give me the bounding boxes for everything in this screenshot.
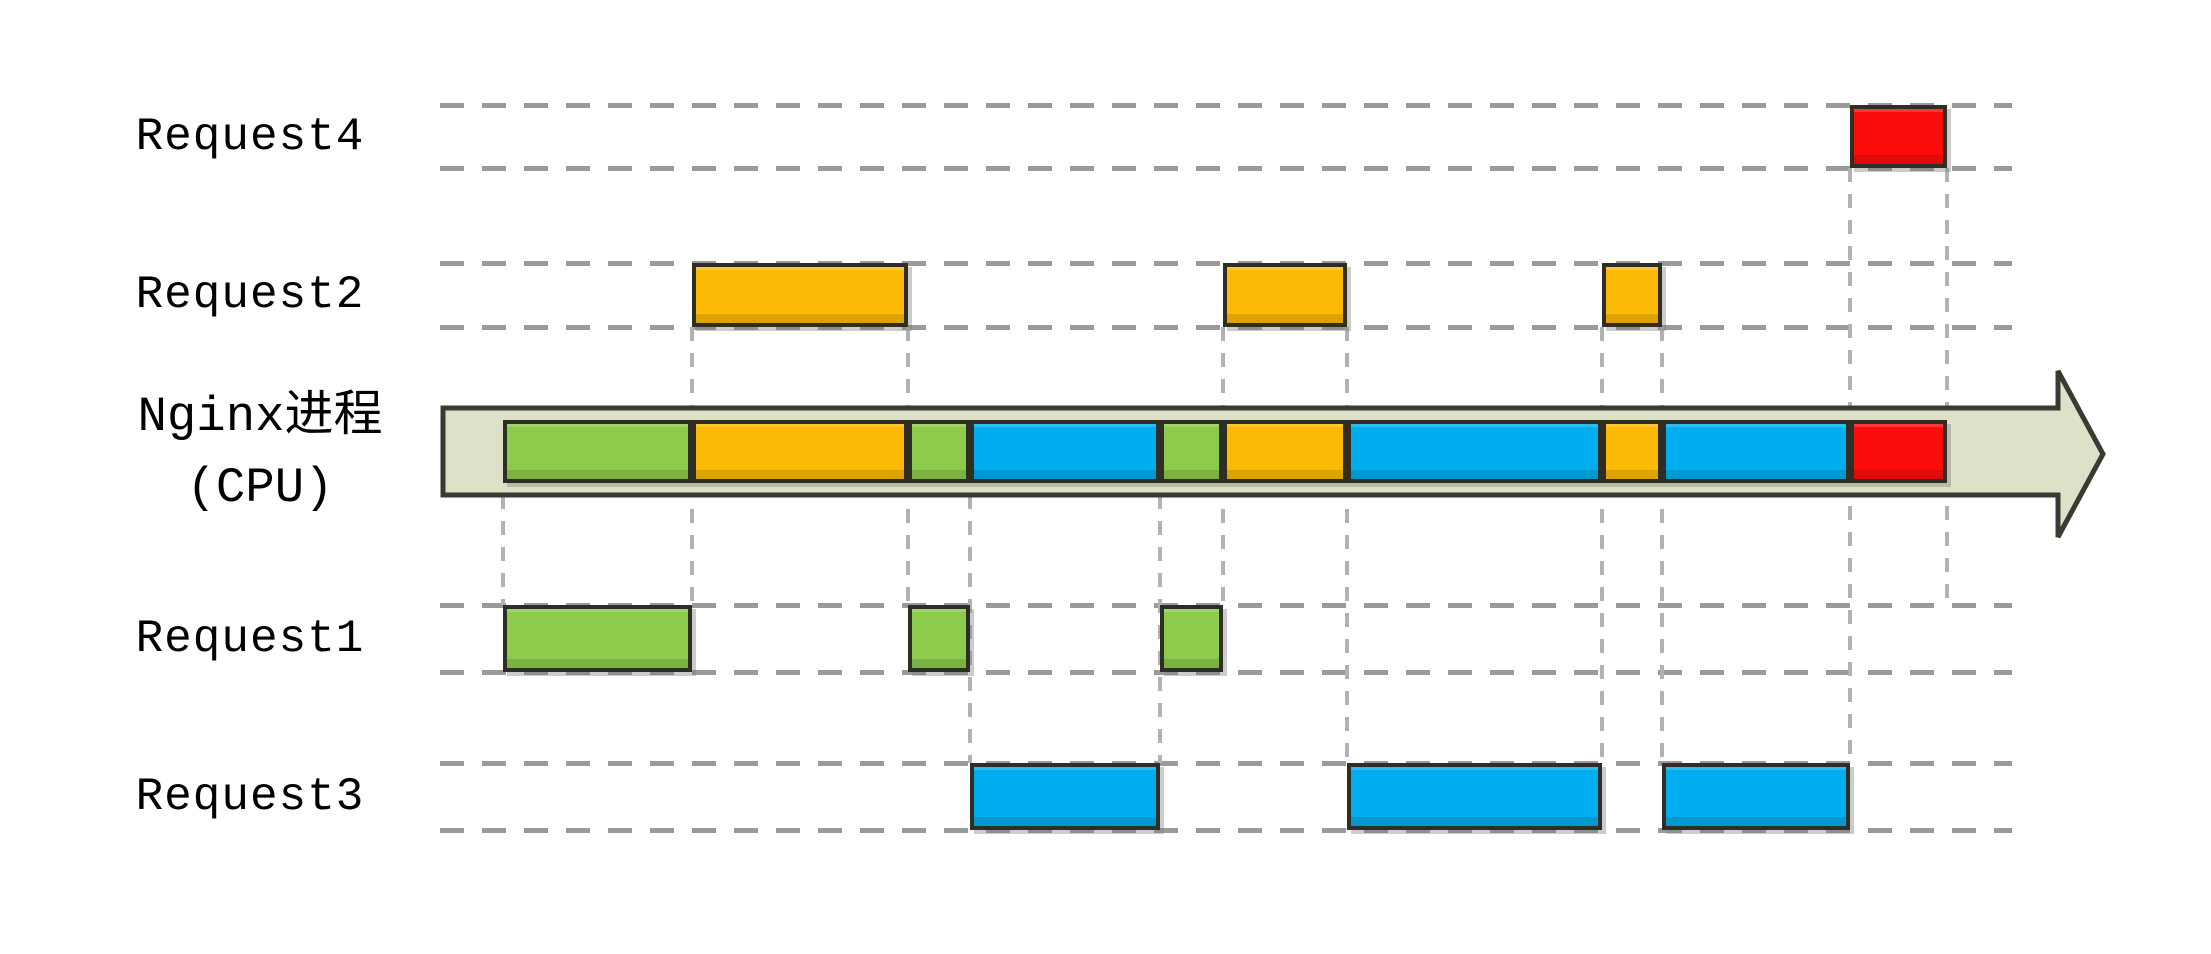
cpu-segment-request2 (1602, 420, 1662, 483)
row-label-request1: Request1 (135, 612, 365, 665)
connector-gridline (501, 495, 505, 605)
bar-request2 (692, 263, 908, 327)
cpu-segment-request3 (1347, 420, 1602, 483)
bar-request1 (908, 605, 970, 672)
cpu-segment-request2 (692, 420, 908, 483)
bar-request2 (1602, 263, 1662, 327)
cpu-segment-request3 (1662, 420, 1850, 483)
band-gridline-request1 (440, 670, 2012, 675)
connector-gridline (1600, 327, 1604, 763)
nginx-process-label-line1: Nginx进程 (137, 388, 383, 445)
band-gridline-request4 (440, 166, 2012, 171)
bar-request2 (1223, 263, 1347, 327)
row-label-nginx-cpu: Nginx进程 (CPU) (60, 368, 460, 538)
band-gridline-request3 (440, 828, 2012, 833)
band-gridline-request2 (440, 325, 2012, 330)
cpu-segment-request1 (503, 420, 692, 483)
connector-gridline (1345, 327, 1349, 763)
cpu-segment-request2 (1223, 420, 1347, 483)
band-gridline-request3 (440, 761, 2012, 766)
bar-request1 (1160, 605, 1223, 672)
nginx-process-label-line2: (CPU) (186, 460, 334, 516)
row-label-request4: Request4 (135, 110, 365, 163)
cpu-segment-request1 (1160, 420, 1223, 483)
connector-gridline (968, 495, 972, 763)
row-label-request3: Request3 (135, 770, 365, 823)
cpu-segment-request3 (970, 420, 1160, 483)
band-gridline-request1 (440, 603, 2012, 608)
band-gridline-request4 (440, 103, 2012, 108)
cpu-segment-request1 (908, 420, 970, 483)
connector-gridline (1660, 327, 1664, 763)
bar-request1 (503, 605, 692, 672)
bar-request3 (1662, 763, 1850, 830)
cpu-segment-request4 (1850, 420, 1947, 483)
row-label-request2: Request2 (135, 269, 365, 321)
connector-gridline (1945, 168, 1949, 605)
bar-request3 (970, 763, 1160, 830)
bar-request3 (1347, 763, 1602, 830)
bar-request4 (1850, 105, 1947, 168)
